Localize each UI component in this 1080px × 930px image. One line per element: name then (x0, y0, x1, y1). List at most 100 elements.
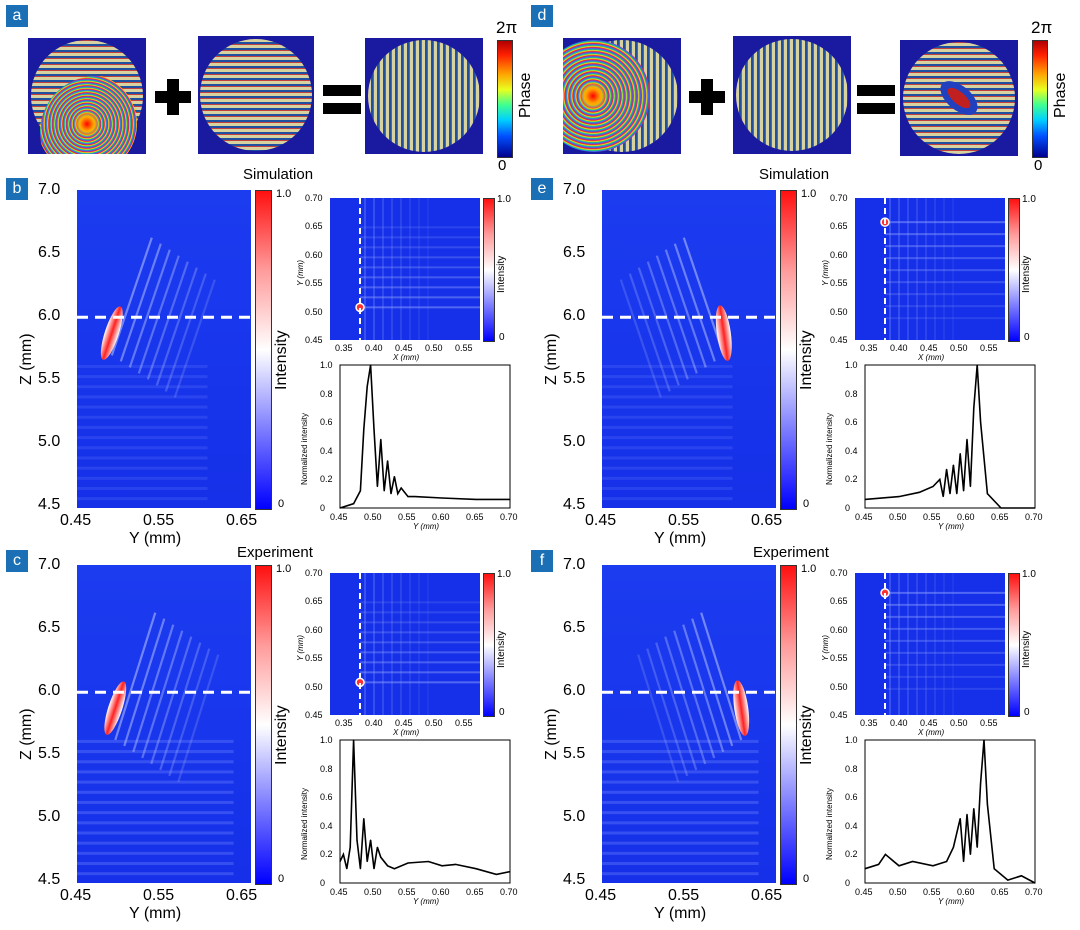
fringe-band (602, 780, 759, 784)
fringe-band (77, 760, 234, 764)
fringe-line (682, 624, 725, 753)
profile-data-point (397, 493, 399, 495)
y-tick-label: 0.65 (305, 596, 323, 607)
sidelobe-column (364, 573, 366, 715)
colorbar-min-label: 0 (278, 498, 285, 510)
intensity-colorbar-small (1008, 198, 1020, 342)
y-axis-label: Y (mm) (821, 259, 830, 286)
sidelobe-row (360, 601, 480, 604)
phase-bottom-label: 0 (498, 157, 507, 174)
intensity-profile-plot (339, 739, 511, 884)
sidelobe-row (885, 687, 1005, 690)
intensity-map-xy (855, 198, 1005, 340)
focal-lobe (733, 680, 750, 736)
colorbar-max-label: 1.0 (1022, 569, 1036, 580)
z-tick-label: 5.5 (563, 744, 586, 762)
z-tick-label: 5.0 (563, 432, 586, 450)
profile-data-point (376, 846, 378, 848)
x-axis-label: Y (mm) (413, 897, 440, 906)
colorbar-axis-label: Intensity (273, 330, 290, 390)
x-tick-label: 0.65 (991, 512, 1009, 522)
z-tick-label: 6.0 (38, 306, 61, 324)
profile-data-point (390, 493, 392, 495)
profile-data-point (370, 839, 372, 841)
profile-data-point (966, 813, 968, 815)
x-tick-label: 0.60 (432, 887, 450, 897)
y-tick-label: 0.65 (830, 596, 848, 607)
y-tick-label: 0.2 (845, 474, 858, 485)
y-tick-label: 0 (320, 878, 326, 888)
focal-spot (355, 302, 365, 313)
z-axis-label: Z (mm) (18, 333, 35, 385)
sidelobe-row (360, 631, 480, 634)
fringe-band (77, 476, 208, 480)
z-axis-label: Z (mm) (543, 333, 560, 385)
y-tick-label: 1.0 (845, 360, 858, 370)
fringe-line (655, 642, 698, 771)
y-axis-label: Y (mm) (296, 259, 305, 286)
y-tick-label: 0.55 (668, 887, 700, 904)
fringe-band (77, 821, 234, 825)
z-tick-label: 5.5 (38, 744, 61, 762)
fringe-line (673, 630, 716, 759)
x-tick-label: 0.45 (855, 887, 873, 897)
sidelobe-column (400, 198, 402, 340)
profile-data-point (986, 803, 988, 805)
profile-data-point (414, 495, 416, 498)
fringe-band (77, 811, 234, 815)
phase-mask-cubic (733, 36, 851, 154)
plot-frame (339, 364, 511, 509)
z-tick-label: 4.5 (563, 870, 586, 888)
phase-colorbar (1032, 40, 1048, 158)
sidelobe-row (360, 306, 480, 309)
sidelobe-row (360, 621, 480, 624)
y-tick-label: 0.65 (305, 221, 323, 232)
heading-simulation: Simulation (759, 166, 830, 183)
profile-data-point (949, 493, 951, 495)
plot-frame (864, 364, 1036, 509)
y-axis-label: Normalized intensity (300, 787, 309, 860)
intensity-colorbar-small (483, 573, 495, 717)
fringe-band (602, 395, 733, 399)
intensity-colorbar (780, 565, 797, 885)
fringe-band (77, 750, 234, 754)
panel-label-d: d (531, 5, 553, 27)
x-tick-label: 0.45 (395, 343, 413, 353)
z-tick-label: 5.5 (563, 369, 586, 387)
sidelobe-row (885, 257, 1005, 260)
plot-frame (864, 739, 1036, 884)
heading-experiment: Experiment (237, 544, 313, 561)
profile-data-point (932, 865, 934, 867)
profile-data-point (898, 865, 900, 867)
z-tick-label: 6.5 (563, 243, 586, 261)
z-tick-label: 6.5 (38, 243, 61, 261)
profile-data-point (1020, 875, 1022, 877)
colorbar-min-label: 0 (803, 873, 810, 885)
x-tick-label: 0.60 (432, 512, 450, 522)
fringe-band (602, 446, 733, 450)
intensity-map-yz (77, 190, 251, 508)
y-tick-label: 0.6 (320, 792, 333, 803)
z-tick-label: 7.0 (563, 181, 586, 198)
fringe-line (628, 273, 671, 392)
fringe-band (77, 770, 234, 774)
intensity-map-xy (855, 573, 1005, 715)
profile-data-point (475, 498, 477, 501)
intensity-profile-plot (864, 364, 1036, 509)
fringe-band (77, 395, 208, 399)
panel-label-c: c (6, 550, 28, 572)
profile-data-point (1007, 879, 1009, 881)
y-axis-label: Normalized intensity (825, 412, 834, 485)
z-tick-label: 6.0 (563, 681, 586, 699)
y-tick-label: 1.0 (320, 735, 333, 745)
y-tick-label: 0.50 (830, 681, 848, 692)
fringe-band (77, 364, 208, 368)
y-tick-label: 0.55 (830, 653, 848, 664)
profile-data-point (983, 739, 985, 741)
z-tick-label: 4.5 (563, 495, 586, 513)
fringe-band (77, 405, 208, 409)
x-tick-label: 0.45 (330, 512, 348, 522)
y-tick-label: 0.45 (830, 335, 848, 345)
fringe-line (137, 255, 180, 374)
fringe-band (77, 415, 208, 419)
